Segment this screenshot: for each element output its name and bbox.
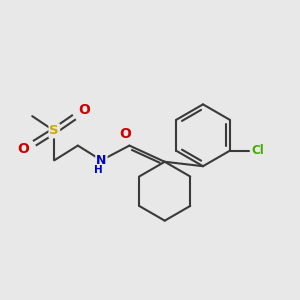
Text: H: H [94, 165, 102, 175]
Text: Cl: Cl [251, 144, 264, 157]
Text: O: O [78, 103, 90, 117]
Text: O: O [119, 127, 131, 141]
Text: N: N [96, 154, 106, 167]
Text: S: S [50, 124, 59, 137]
Text: O: O [17, 142, 29, 155]
